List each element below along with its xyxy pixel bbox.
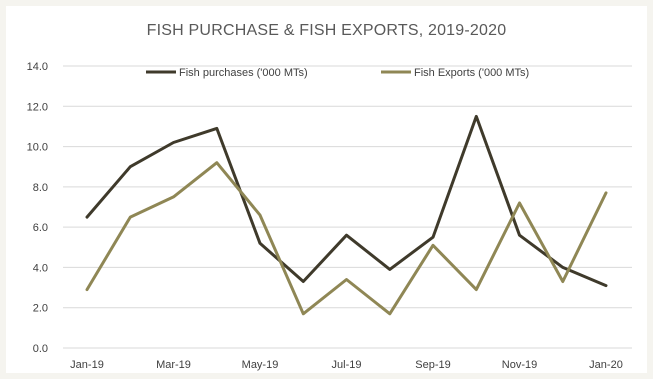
x-tick-label: May-19: [242, 359, 279, 371]
x-tick-label: Jan-19: [70, 359, 104, 371]
y-tick-label: 4.0: [33, 262, 48, 274]
chart-title: FISH PURCHASE & FISH EXPORTS, 2019-2020: [146, 22, 507, 39]
x-tick-label: Mar-19: [156, 359, 191, 371]
x-tick-label: Jul-19: [332, 359, 362, 371]
chart-area: [6, 6, 647, 373]
series-line: [85, 114, 608, 288]
x-tick-label: Sep-19: [415, 359, 450, 371]
y-tick-label: 10.0: [27, 142, 48, 154]
y-tick-label: 6.0: [33, 222, 48, 234]
x-tick-label: Nov-19: [502, 359, 537, 371]
y-tick-label: 0.0: [33, 343, 48, 355]
y-tick-label: 12.0: [27, 101, 48, 113]
y-tick-label: 14.0: [27, 61, 48, 73]
y-tick-label: 8.0: [33, 182, 48, 194]
y-tick-label: 2.0: [33, 303, 48, 315]
legend-label: Fish Exports ('000 MTs): [414, 67, 529, 79]
series-line: [85, 161, 608, 316]
x-tick-label: Jan-20: [589, 359, 623, 371]
legend-label: Fish purchases ('000 MTs): [179, 67, 308, 79]
